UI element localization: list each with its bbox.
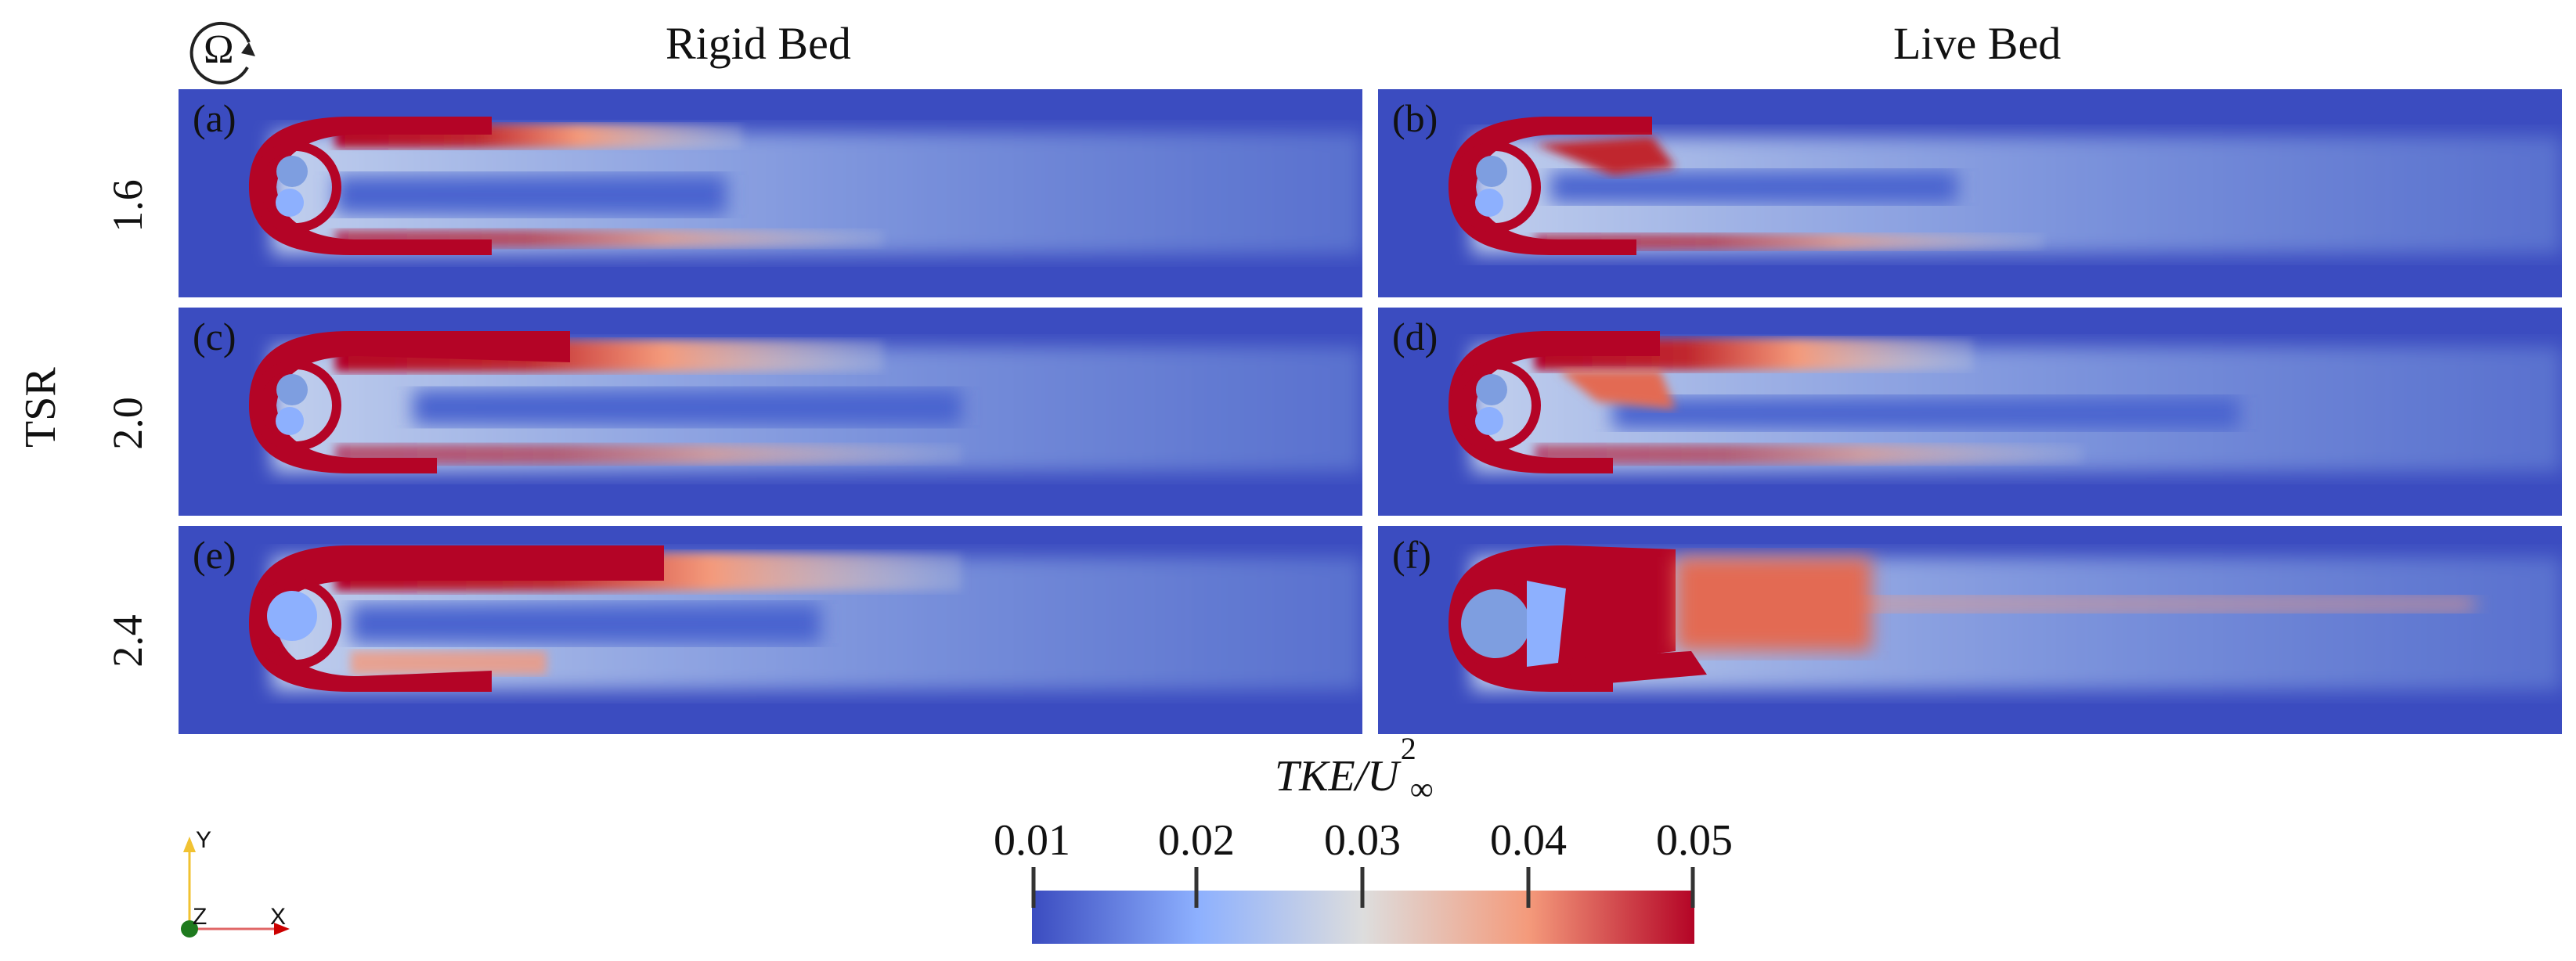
colorbar-title: TKE/U 2 ∞ [1275,731,1434,808]
colorbar-tick-0-05 [1690,867,1695,908]
colorbar-title-sub: ∞ [1409,772,1434,808]
panel-label-b: (b) [1392,96,1438,140]
omega-symbol: Ω [204,27,234,72]
panel-label-d: (d) [1392,315,1438,358]
colorbar-tick-0-04 [1526,867,1531,908]
colorbar-tick-0-03 [1360,867,1365,908]
panel-b-live-tsr-1-6: (b) [1378,89,2562,297]
colorbar-tick-label-0-01: 0.01 [994,816,1070,865]
panel-f-live-tsr-2-4: (f) [1378,526,2562,734]
tsr-axis-label: TSR [16,367,65,448]
axes-triad: Y Z X [172,826,313,943]
colorbar-tick-0-02 [1194,867,1199,908]
rotation-icon: Ω [186,11,265,89]
row-label-2-0: 2.0 [104,397,151,450]
row-label-2-4: 2.4 [104,614,151,668]
column-title-live-bed: Live Bed [1893,18,2062,69]
axis-label-z: Z [193,904,207,930]
colorbar-title-main: TKE/U [1275,752,1399,801]
panel-label-a: (a) [193,96,236,140]
axis-label-x: X [270,904,287,930]
colorbar-tick-label-0-05: 0.05 [1656,816,1733,865]
colorbar-tick-label-0-04: 0.04 [1490,816,1567,865]
panel-d-live-tsr-2-0: (d) [1378,308,2562,516]
row-label-1-6: 1.6 [104,179,151,232]
colorbar-tick-label-0-03: 0.03 [1324,816,1401,865]
panel-label-c: (c) [193,315,236,358]
panel-label-f: (f) [1392,533,1431,577]
axis-label-y: Y [196,827,212,853]
column-title-rigid-bed: Rigid Bed [666,18,851,69]
colorbar-tick-0-01 [1031,867,1036,908]
panel-label-e: (e) [193,533,236,577]
colorbar-title-sup: 2 [1400,731,1416,766]
colorbar-tick-label-0-02: 0.02 [1158,816,1235,865]
panel-a-rigid-tsr-1-6: (a) [179,89,1362,297]
panel-c-rigid-tsr-2-0: (c) [179,308,1362,516]
panel-e-rigid-tsr-2-4: (e) [179,526,1362,734]
